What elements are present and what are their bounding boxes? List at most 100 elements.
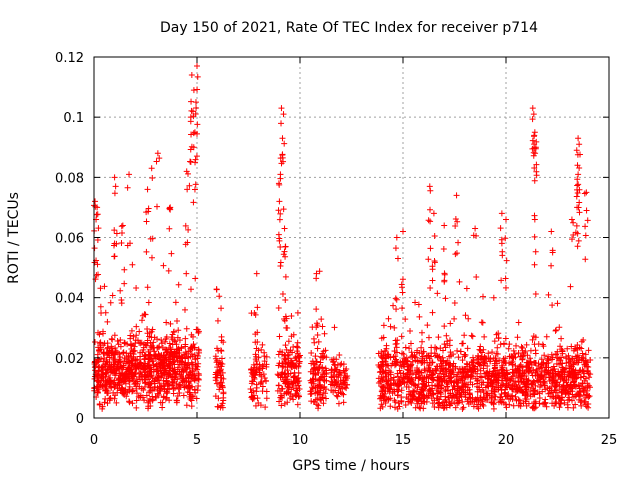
data-point <box>499 366 506 373</box>
data-point <box>99 363 106 370</box>
data-point <box>557 400 564 407</box>
data-point <box>133 404 140 411</box>
data-point <box>183 362 190 369</box>
data-point <box>173 399 180 406</box>
data-point <box>387 386 394 393</box>
data-point <box>218 333 225 340</box>
data-point <box>464 345 471 352</box>
data-point <box>113 230 120 237</box>
data-point <box>283 379 290 386</box>
data-point <box>442 344 449 351</box>
data-point <box>425 334 432 341</box>
data-point <box>404 358 411 365</box>
data-point <box>409 358 416 365</box>
data-point <box>470 403 477 410</box>
data-point <box>344 381 351 388</box>
data-point <box>95 344 102 351</box>
data-point <box>455 369 462 376</box>
x-tick-label: 10 <box>292 433 309 448</box>
data-point <box>183 325 190 332</box>
data-point <box>451 315 458 322</box>
data-point <box>113 240 120 247</box>
data-point <box>290 343 297 350</box>
data-point <box>314 388 321 395</box>
data-point <box>395 400 402 407</box>
data-point <box>321 330 328 337</box>
data-point <box>193 326 200 333</box>
data-point <box>280 158 287 165</box>
data-point <box>137 394 144 401</box>
data-point <box>523 402 530 409</box>
data-point <box>542 396 549 403</box>
data-point <box>193 362 200 369</box>
data-point <box>102 395 109 402</box>
data-point <box>94 237 101 244</box>
data-point <box>112 392 119 399</box>
data-point <box>147 369 154 376</box>
data-point <box>531 261 538 268</box>
data-point <box>256 361 263 368</box>
data-point <box>393 234 400 241</box>
data-point <box>510 402 517 409</box>
data-point <box>176 389 183 396</box>
data-point <box>437 357 444 364</box>
data-point <box>156 380 163 387</box>
data-point <box>192 156 199 163</box>
data-point <box>285 338 292 345</box>
data-point <box>295 362 302 369</box>
data-point <box>514 334 521 341</box>
data-point <box>552 377 559 384</box>
data-point <box>444 383 451 390</box>
data-point <box>452 404 459 411</box>
data-point <box>313 320 320 327</box>
data-point <box>278 105 285 112</box>
data-point <box>277 210 284 217</box>
data-point <box>545 291 552 298</box>
data-point <box>250 367 257 374</box>
data-point <box>478 319 485 326</box>
data-point <box>178 361 185 368</box>
data-point <box>460 368 467 375</box>
data-point <box>582 375 589 382</box>
data-point <box>220 394 227 401</box>
data-point <box>475 405 482 412</box>
data-point <box>94 211 101 218</box>
data-point <box>133 390 140 397</box>
data-point <box>452 216 459 223</box>
data-point <box>551 379 558 386</box>
data-point <box>322 390 329 397</box>
data-point <box>394 337 401 344</box>
data-point <box>461 332 468 339</box>
data-point <box>585 394 592 401</box>
data-point <box>429 400 436 407</box>
data-point <box>258 373 265 380</box>
data-point <box>280 111 287 118</box>
data-point <box>385 378 392 385</box>
data-point <box>513 342 520 349</box>
data-point <box>440 371 447 378</box>
data-point <box>154 353 161 360</box>
data-point <box>494 351 501 358</box>
data-point <box>217 372 224 379</box>
data-point <box>456 278 463 285</box>
data-point <box>383 396 390 403</box>
data-point <box>503 257 510 264</box>
data-point <box>340 399 347 406</box>
data-point <box>471 363 478 370</box>
data-point <box>505 381 512 388</box>
data-point <box>387 323 394 330</box>
data-point <box>134 337 141 344</box>
data-point <box>569 397 576 404</box>
data-point <box>174 317 181 324</box>
data-point <box>187 159 194 166</box>
data-point <box>408 399 415 406</box>
data-point <box>540 401 547 408</box>
data-point <box>440 246 447 252</box>
data-point <box>507 377 514 384</box>
data-point <box>328 366 335 373</box>
data-point <box>527 358 534 365</box>
data-point <box>576 141 583 148</box>
data-point <box>582 232 589 239</box>
data-point <box>570 232 577 239</box>
data-point <box>284 352 291 359</box>
